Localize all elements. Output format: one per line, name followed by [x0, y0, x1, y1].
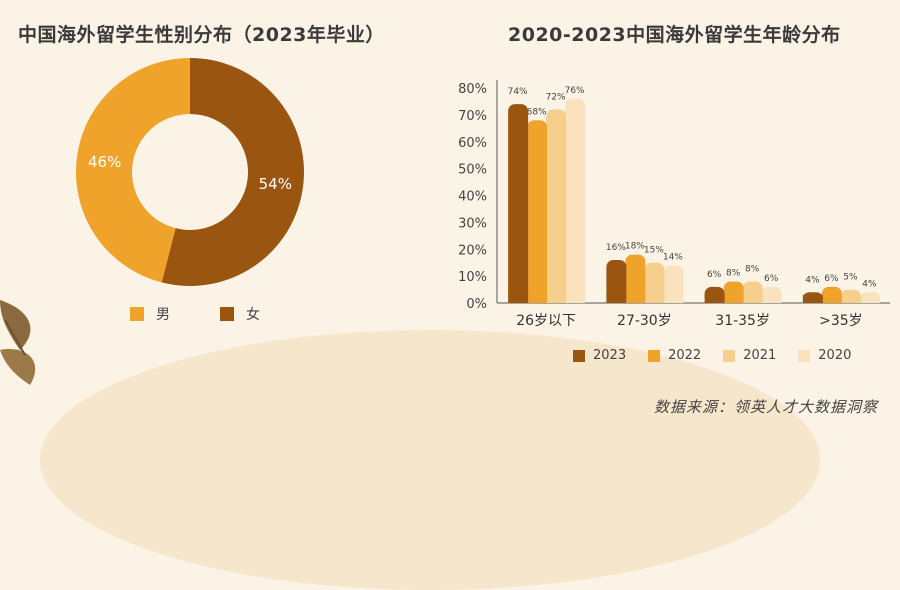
bar-value-label: 72% — [546, 93, 566, 103]
age-chart-title: 2020-2023中国海外留学生年龄分布 — [508, 24, 841, 46]
bar-base-2023-2 — [704, 295, 725, 303]
legend-label-2022: 2022 — [668, 348, 702, 363]
bar-2021-1 — [644, 262, 665, 303]
donut-label-female: 54% — [259, 175, 292, 193]
bar-value-label: 15% — [644, 246, 664, 256]
y-tick-label: 10% — [458, 270, 487, 285]
y-tick-label: 30% — [458, 216, 487, 231]
bar-value-label: 18% — [625, 242, 645, 252]
legend-label-2020: 2020 — [818, 348, 852, 363]
bar-value-label: 8% — [745, 265, 760, 275]
bar-2022-1 — [625, 254, 646, 303]
x-category-label: 26岁以下 — [516, 313, 576, 329]
bar-base-2021-3 — [840, 295, 861, 303]
bar-2022-0 — [527, 120, 548, 303]
bar-base-2023-0 — [508, 295, 529, 303]
bar-value-label: 74% — [508, 87, 528, 97]
bar-2020-3 — [859, 292, 880, 303]
legend-swatch-male — [130, 307, 144, 321]
bar-base-2020-1 — [663, 295, 684, 303]
legend-item-2021: 2021 — [723, 348, 776, 363]
bar-value-label: 6% — [764, 274, 779, 284]
bar-value-label: 6% — [824, 274, 839, 284]
legend-swatch-2023 — [573, 349, 585, 362]
bar-base-2023-1 — [606, 295, 627, 303]
y-tick-label: 50% — [458, 163, 487, 178]
bar-2021-3 — [840, 289, 861, 303]
bar-base-2023-3 — [802, 295, 823, 303]
legend-swatch-female — [220, 307, 234, 321]
bar-base-2021-0 — [546, 295, 567, 303]
background-blob — [40, 330, 820, 590]
bar-value-label: 8% — [726, 269, 741, 279]
bar-base-2022-0 — [527, 295, 548, 303]
legend-item-2022: 2022 — [648, 348, 701, 363]
donut-label-male: 46% — [88, 153, 121, 171]
bar-base-2021-1 — [644, 295, 665, 303]
y-tick-label: 0% — [466, 297, 487, 312]
bar-value-label: 14% — [663, 252, 683, 262]
legend-label-2021: 2021 — [743, 348, 777, 363]
bar-2020-2 — [761, 286, 782, 303]
legend-item-2023: 2023 — [573, 348, 626, 363]
bar-2021-2 — [742, 281, 763, 303]
legend-label-male: 男 — [156, 307, 170, 323]
legend-swatch-2022 — [648, 349, 661, 362]
donut-slice-male — [75, 58, 190, 283]
bar-base-2020-3 — [859, 295, 880, 303]
bar-value-label: 4% — [805, 275, 820, 285]
year-legend: 2023 2022 2021 2020 — [573, 348, 851, 363]
x-category-label: >35岁 — [819, 313, 863, 329]
bar-value-label: 68% — [527, 107, 547, 117]
legend-label-female: 女 — [246, 307, 260, 323]
legend-item-2020: 2020 — [798, 348, 851, 363]
bar-value-label: 76% — [565, 86, 585, 96]
bar-2022-2 — [723, 281, 744, 303]
gender-chart-title: 中国海外留学生性别分布（2023年毕业） — [18, 24, 385, 46]
bar-base-2022-1 — [625, 295, 646, 303]
legend-swatch-2020 — [798, 349, 811, 362]
bar-base-2021-2 — [742, 295, 763, 303]
y-tick-label: 60% — [458, 136, 487, 151]
bar-2020-0 — [565, 98, 586, 303]
bar-2020-1 — [663, 265, 684, 303]
bar-base-2020-2 — [761, 295, 782, 303]
bar-2023-1 — [606, 260, 627, 303]
bar-base-2022-3 — [821, 295, 842, 303]
bar-value-label: 16% — [606, 243, 626, 253]
legend-label-2023: 2023 — [593, 348, 627, 363]
x-category-label: 27-30岁 — [617, 313, 672, 329]
y-tick-label: 80% — [458, 82, 487, 97]
bar-base-2022-2 — [723, 295, 744, 303]
bar-2023-3 — [802, 292, 823, 303]
bar-2023-2 — [704, 286, 725, 303]
bar-2021-0 — [546, 109, 567, 303]
y-tick-label: 20% — [458, 243, 487, 258]
bar-base-2020-0 — [565, 295, 586, 303]
data-source-note: 数据来源：领英人才大数据洞察 — [653, 398, 878, 416]
y-tick-label: 70% — [458, 109, 487, 124]
gender-legend: 男 女 — [130, 304, 260, 324]
legend-item-female: 女 — [220, 304, 260, 324]
y-tick-label: 40% — [458, 190, 487, 205]
bar-value-label: 6% — [707, 270, 722, 280]
legend-item-male: 男 — [130, 304, 170, 324]
bar-value-label: 5% — [843, 273, 858, 283]
donut-slice-female — [161, 58, 304, 286]
bar-2023-0 — [508, 104, 529, 303]
leaf-decoration-icon — [0, 300, 36, 385]
bar-2022-3 — [821, 286, 842, 303]
x-category-label: 31-35岁 — [715, 313, 770, 329]
legend-swatch-2021 — [723, 349, 736, 362]
bar-value-label: 4% — [862, 279, 877, 289]
